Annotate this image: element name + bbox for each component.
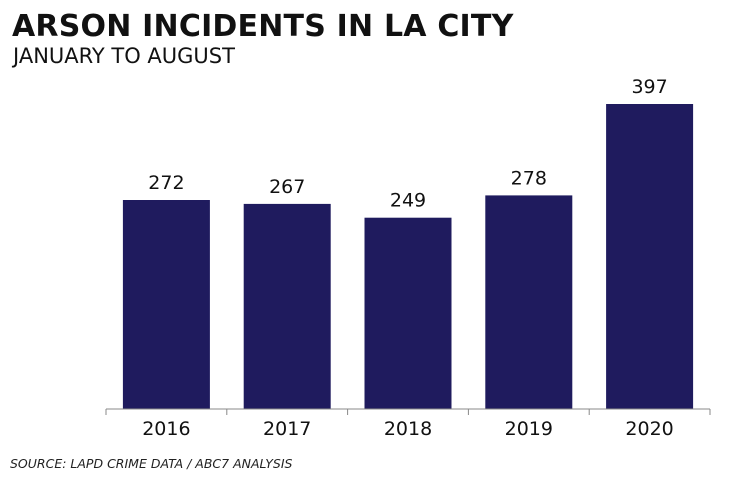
chart-subtitle: JANUARY TO AUGUST xyxy=(13,44,235,68)
x-tick-label-2019: 2019 xyxy=(505,418,553,440)
x-tick-label-2017: 2017 xyxy=(263,418,311,440)
bar-2019 xyxy=(485,195,573,409)
value-label-2016: 272 xyxy=(148,172,184,194)
value-label-2020: 397 xyxy=(631,76,667,98)
bar-2016 xyxy=(122,200,210,409)
x-tick-label-2020: 2020 xyxy=(625,418,673,440)
bar-2020 xyxy=(606,104,694,409)
x-tick-label-2016: 2016 xyxy=(142,418,190,440)
bar-2018 xyxy=(364,217,452,409)
value-label-2017: 267 xyxy=(269,176,305,198)
bar-2017 xyxy=(243,203,331,409)
value-label-2018: 249 xyxy=(390,190,426,212)
value-label-2019: 278 xyxy=(511,167,547,189)
chart-title: ARSON INCIDENTS IN LA CITY xyxy=(12,9,514,44)
x-tick-label-2018: 2018 xyxy=(384,418,432,440)
source-note: SOURCE: LAPD CRIME DATA / ABC7 ANALYSIS xyxy=(10,456,293,471)
